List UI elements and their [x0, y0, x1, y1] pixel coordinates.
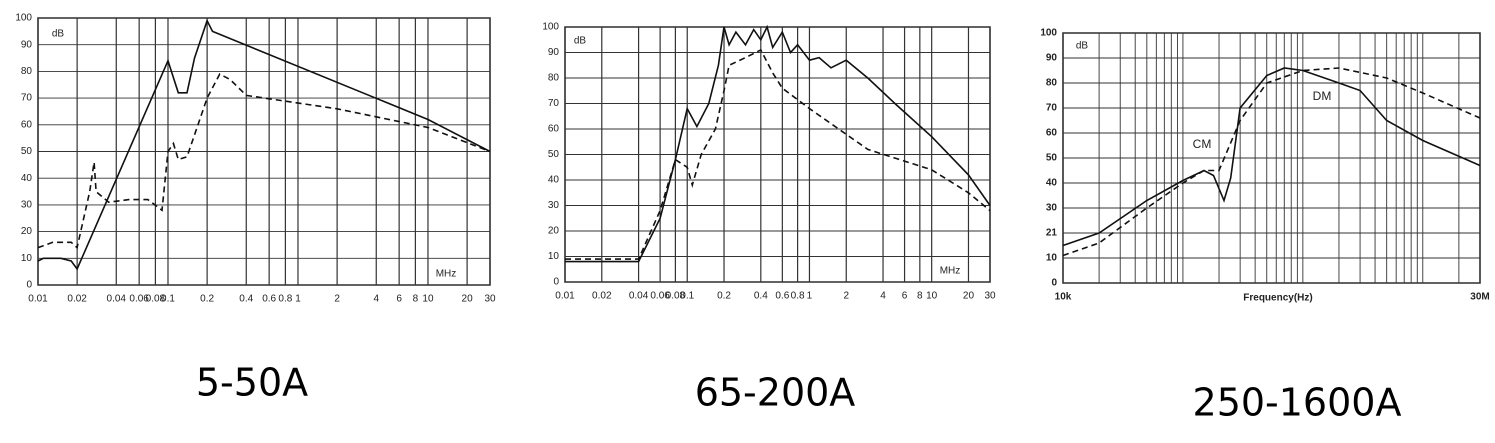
- y-tick-label: 100: [1040, 28, 1057, 39]
- x-tick-label: 0.01: [28, 294, 48, 305]
- x-tick-label: 4: [880, 291, 886, 302]
- y-tick-label: 90: [21, 39, 33, 50]
- x-tick-label: 6: [396, 294, 402, 305]
- x-tick-label: 0.06: [650, 291, 670, 302]
- y-axis-label: dB: [574, 36, 587, 47]
- x-tick-label: 30: [984, 291, 996, 302]
- y-tick-label: 21: [1046, 228, 1058, 239]
- y-tick-label: 10: [548, 251, 560, 262]
- y-tick-label: 70: [21, 93, 33, 104]
- y-tick-label: 20: [548, 226, 560, 237]
- x-tick-label: 4: [373, 294, 379, 305]
- x-tick-label: 10k: [1055, 292, 1072, 303]
- series-line: [37, 73, 491, 250]
- x-tick-label: 0.2: [717, 291, 731, 302]
- y-tick-label: 80: [1046, 78, 1058, 89]
- chart-caption: 250-1600A: [1193, 381, 1402, 425]
- x-tick-label: 6: [902, 291, 908, 302]
- x-tick-label: 0.8: [791, 291, 805, 302]
- x-tick-label: 10: [422, 294, 434, 305]
- y-tick-label: 30: [1046, 203, 1058, 214]
- y-tick-label: 70: [548, 98, 560, 109]
- y-tick-label: 50: [548, 149, 560, 160]
- chart-caption: 5-50A: [196, 361, 308, 405]
- x-tick-label: 0.2: [200, 294, 214, 305]
- x-tick-label: 0.08: [146, 294, 166, 305]
- x-tick-label: 20: [462, 294, 474, 305]
- x-tick-label: 1: [295, 294, 301, 305]
- y-tick-label: 40: [1046, 178, 1058, 189]
- y-tick-label: 10: [1046, 253, 1058, 264]
- y-tick-label: 80: [21, 66, 33, 77]
- y-tick-label: 60: [548, 124, 560, 135]
- x-tick-label: 0.02: [67, 294, 87, 305]
- y-axis-label: dB: [1076, 41, 1089, 52]
- x-tick-label: 0.02: [592, 291, 612, 302]
- x-axis-label: MHz: [940, 266, 961, 277]
- y-axis-label: dB: [52, 29, 65, 40]
- x-axis-label: MHz: [436, 269, 457, 280]
- y-tick-label: 0: [1051, 278, 1057, 289]
- series-line: [565, 48, 991, 260]
- x-tick-label: 2: [843, 291, 849, 302]
- series-line: [1062, 67, 1481, 247]
- x-tick-label: 0.1: [161, 294, 175, 305]
- y-tick-label: 90: [1046, 53, 1058, 64]
- x-tick-label: 0.04: [629, 291, 649, 302]
- x-tick-label: 0.6: [775, 291, 789, 302]
- y-tick-label: 10: [21, 253, 33, 264]
- y-tick-label: 30: [548, 200, 560, 211]
- y-tick-label: 60: [21, 119, 33, 130]
- y-tick-label: 60: [1046, 128, 1058, 139]
- y-tick-label: 0: [553, 277, 559, 288]
- y-tick-label: 40: [21, 173, 33, 184]
- y-tick-label: 100: [542, 22, 559, 33]
- series-line: [565, 24, 991, 263]
- x-tick-label: 8: [917, 291, 923, 302]
- y-tick-label: 50: [1046, 153, 1058, 164]
- x-tick-label: 0.1: [680, 291, 694, 302]
- y-tick-label: 20: [21, 226, 33, 237]
- y-tick-label: 40: [548, 175, 560, 186]
- x-tick-label: 0.4: [754, 291, 768, 302]
- x-tick-label: 0.4: [239, 294, 253, 305]
- series-line: [37, 18, 491, 271]
- y-tick-label: 90: [548, 47, 560, 58]
- x-tick-label: 8: [413, 294, 419, 305]
- annotation-bg: [1188, 137, 1216, 153]
- x-tick-label: 1: [807, 291, 813, 302]
- y-tick-label: 0: [26, 280, 32, 291]
- annotation: DM: [1313, 89, 1332, 103]
- x-tick-label: 0.04: [107, 294, 127, 305]
- x-tick-label: 30: [484, 294, 496, 305]
- annotation-bg: [1308, 89, 1336, 105]
- y-tick-label: 80: [548, 73, 560, 84]
- x-tick-label: 0.8: [278, 294, 292, 305]
- x-tick-label: 10: [926, 291, 938, 302]
- x-axis-label: Frequency(Hz): [1243, 293, 1312, 304]
- x-tick-label: 0.08: [666, 291, 686, 302]
- series-line: [1062, 67, 1481, 257]
- chart-caption: 65-200A: [695, 371, 856, 415]
- x-tick-label: 0.6: [262, 294, 276, 305]
- annotation: CM: [1193, 137, 1212, 151]
- x-tick-label: 0.01: [555, 291, 575, 302]
- x-tick-label: 0.06: [129, 294, 149, 305]
- x-tick-label: 2: [334, 294, 340, 305]
- y-tick-label: 70: [1046, 103, 1058, 114]
- x-tick-label: 30M: [1470, 292, 1489, 303]
- x-tick-label: 20: [963, 291, 975, 302]
- y-tick-label: 30: [21, 200, 33, 211]
- y-tick-label: 100: [15, 13, 32, 24]
- y-tick-label: 50: [21, 146, 33, 157]
